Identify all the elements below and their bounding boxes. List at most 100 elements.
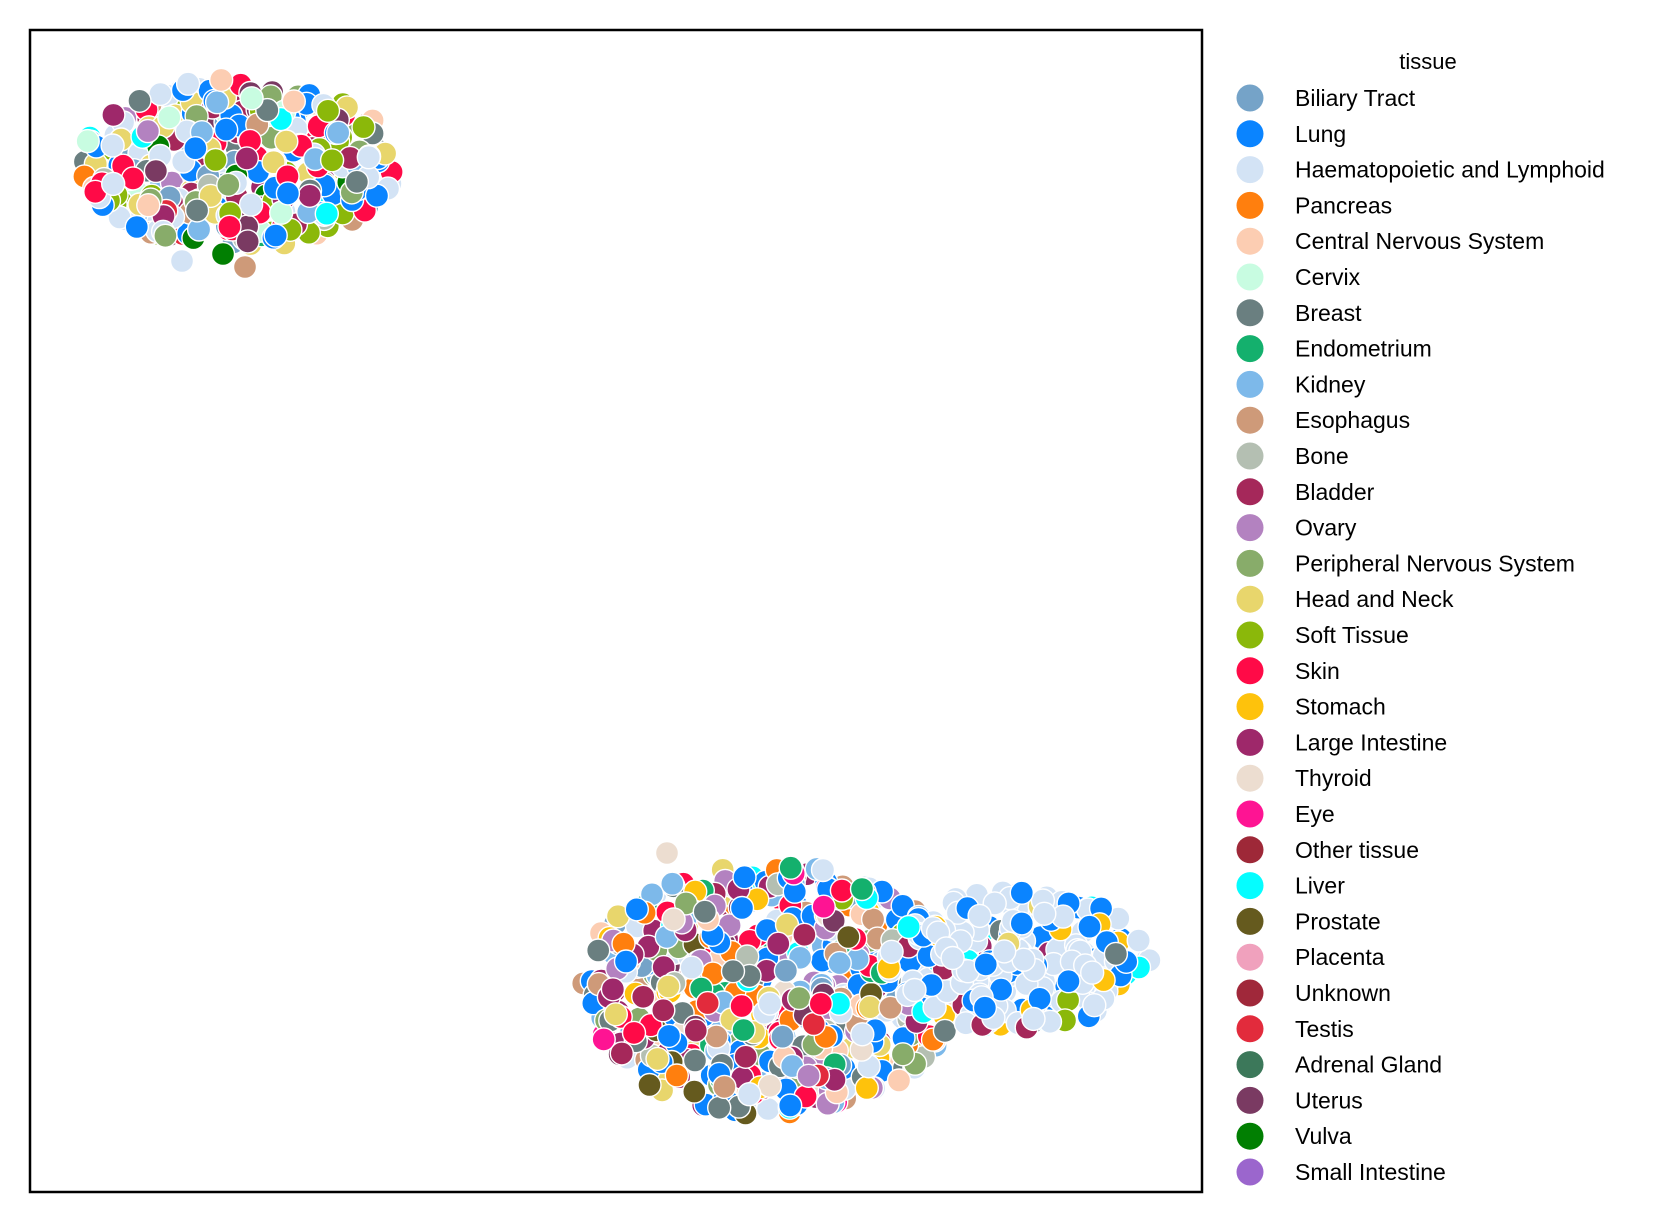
point-lung [1056,969,1081,994]
point-head-and-neck [857,995,883,1020]
legend-label-large-intestine: Large Intestine [1295,729,1447,755]
point-thyroid [757,1073,782,1099]
point-haematopoietic-and-lymphoid [850,1022,875,1047]
point-lung [973,952,998,977]
point-haematopoietic-and-lymphoid [1079,960,1105,985]
point-thyroid [661,907,686,932]
point-breast [127,88,152,114]
legend-marker-pancreas [1236,191,1264,219]
legend-item-bone: Bone [1236,442,1349,470]
point-haematopoietic-and-lymphoid [100,133,125,158]
legend-marker-uterus [1236,1086,1264,1114]
legend-label-bladder: Bladder [1295,479,1375,505]
legend-marker-adrenal-gland [1236,1051,1264,1079]
legend-item-breast: Breast [1236,299,1362,327]
point-endometrium [778,855,803,880]
point-lung [183,135,208,161]
legend-marker-eye [1236,800,1264,828]
legend-item-large-intestine: Large Intestine [1236,728,1447,756]
legend-marker-head-and-neck [1236,585,1264,613]
point-lung [656,1023,682,1049]
point-kidney [827,950,852,976]
point-peripheral-nervous-system [153,223,178,249]
legend-marker-esophagus [1236,406,1264,434]
point-haematopoietic-and-lymphoid [238,192,264,217]
legend-item-central-nervous-system: Central Nervous System [1236,227,1544,255]
legend-label-biliary-tract: Biliary Tract [1295,85,1416,111]
point-skin [729,993,754,1019]
point-liver [896,914,921,940]
legend: tissue Biliary Tract Lung Haematopoietic a… [1236,49,1605,1186]
legend-item-esophagus: Esophagus [1236,406,1410,434]
point-lung [972,995,998,1020]
legend-item-small-intestine: Small Intestine [1236,1158,1446,1186]
point-ovary [796,1063,821,1089]
legend-label-head-and-neck: Head and Neck [1295,586,1454,612]
point-ovary [135,118,161,144]
point-lung [1009,911,1034,936]
legend-label-cervix: Cervix [1295,264,1361,290]
legend-item-pancreas: Pancreas [1236,191,1392,219]
point-haematopoietic-and-lymphoid [1021,1006,1046,1032]
point-esophagus [704,1024,729,1049]
point-breast [184,198,210,223]
point-central-nervous-system [208,67,234,93]
legend-marker-bone [1236,442,1264,470]
legend-label-lung: Lung [1295,121,1346,147]
legend-label-other-tissue: Other tissue [1295,837,1419,863]
legend-item-vulva: Vulva [1236,1122,1352,1150]
legend-label-prostate: Prostate [1295,908,1381,934]
point-peripheral-nervous-system [890,1042,916,1067]
point-breast [692,899,717,924]
point-breast [707,1095,732,1121]
point-breast [586,938,611,963]
legend-marker-ovary [1236,514,1264,542]
legend-marker-prostate [1236,907,1264,935]
legend-label-vulva: Vulva [1295,1123,1352,1149]
point-stomach [854,1075,879,1101]
legend-item-head-and-neck: Head and Neck [1236,585,1454,613]
point-soft-tissue [315,98,341,124]
legend-item-unknown: Unknown [1236,979,1391,1007]
point-haematopoietic-and-lymphoid [810,857,836,883]
scatter-points [72,67,1162,1126]
point-prostate [682,1079,707,1104]
legend-item-kidney: Kidney [1236,370,1366,398]
legend-label-esophagus: Esophagus [1295,407,1410,433]
legend-marker-breast [1236,299,1264,327]
point-esophagus [712,1074,737,1100]
legend-item-testis: Testis [1236,1015,1354,1043]
point-uterus [235,229,260,254]
point-kidney [660,871,685,896]
legend-label-eye: Eye [1295,801,1335,827]
legend-marker-thyroid [1236,764,1264,792]
point-large-intestine [101,102,126,128]
legend-marker-testis [1236,1015,1264,1043]
legend-label-haematopoietic-and-lymphoid: Haematopoietic and Lymphoid [1295,157,1605,183]
legend-item-uterus: Uterus [1236,1086,1363,1114]
point-skin [621,1020,647,1046]
point-testis [695,990,720,1016]
point-head-and-neck [645,1046,670,1072]
point-breast [720,959,746,984]
legend-item-biliary-tract: Biliary Tract [1236,84,1416,112]
point-bladder [609,1041,634,1066]
legend-marker-unknown [1236,979,1264,1007]
point-pancreas [664,1063,689,1088]
point-skin [217,214,242,240]
point-endometrium [849,876,875,902]
legend-marker-peripheral-nervous-system [1236,549,1264,577]
point-kidney [204,89,230,115]
point-endometrium [731,1017,756,1043]
point-haematopoietic-and-lymphoid [175,71,201,96]
point-skin [808,991,833,1016]
point-thyroid [654,840,680,866]
legend-item-liver: Liver [1236,872,1345,900]
legend-marker-endometrium [1236,335,1264,363]
point-bladder [683,1018,708,1043]
legend-item-soft-tissue: Soft Tissue [1236,621,1409,649]
legend-label-kidney: Kidney [1295,371,1366,397]
legend-item-bladder: Bladder [1236,478,1375,506]
legend-label-bone: Bone [1295,443,1349,469]
legend-label-pancreas: Pancreas [1295,192,1392,218]
